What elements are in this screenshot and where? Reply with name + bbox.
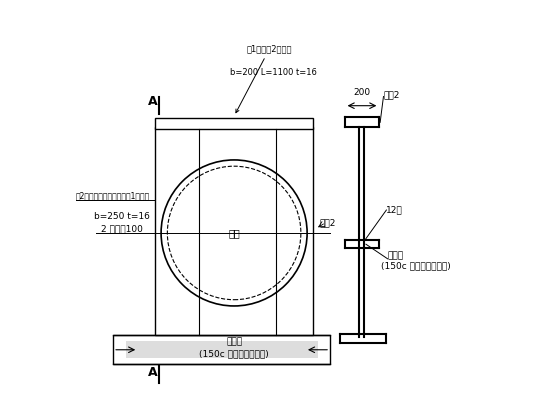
- Text: (150c 热轧普通工字钢): (150c 热轧普通工字钢): [381, 262, 451, 271]
- Text: 钢板2: 钢板2: [384, 91, 400, 100]
- Text: 钢管: 钢管: [228, 228, 240, 238]
- Text: 钢围檩: 钢围檩: [226, 337, 242, 346]
- Text: 钢2（与临时型钢连接钢板1并套）: 钢2（与临时型钢连接钢板1并套）: [76, 191, 150, 200]
- Text: A: A: [148, 366, 157, 379]
- Text: 2 块间距100: 2 块间距100: [100, 224, 142, 233]
- Text: (150c 热轧普通工字钢): (150c 热轧普通工字钢): [199, 349, 269, 358]
- Bar: [113, 335, 330, 365]
- Text: 200: 200: [353, 87, 371, 97]
- Bar: [155, 126, 314, 335]
- Bar: [125, 341, 318, 358]
- Circle shape: [167, 166, 301, 300]
- Circle shape: [161, 160, 307, 306]
- Text: 钢围檩: 钢围檩: [388, 252, 404, 260]
- Text: b=200 L=1100 t=16: b=200 L=1100 t=16: [230, 68, 317, 77]
- Text: 钢1（与钢2并套）: 钢1（与钢2并套）: [236, 45, 292, 113]
- Text: A: A: [148, 95, 157, 108]
- Text: b=250 t=16: b=250 t=16: [94, 212, 150, 221]
- Bar: [155, 118, 314, 129]
- Text: 钢板2: 钢板2: [320, 218, 336, 227]
- Text: 12厘: 12厘: [386, 205, 403, 215]
